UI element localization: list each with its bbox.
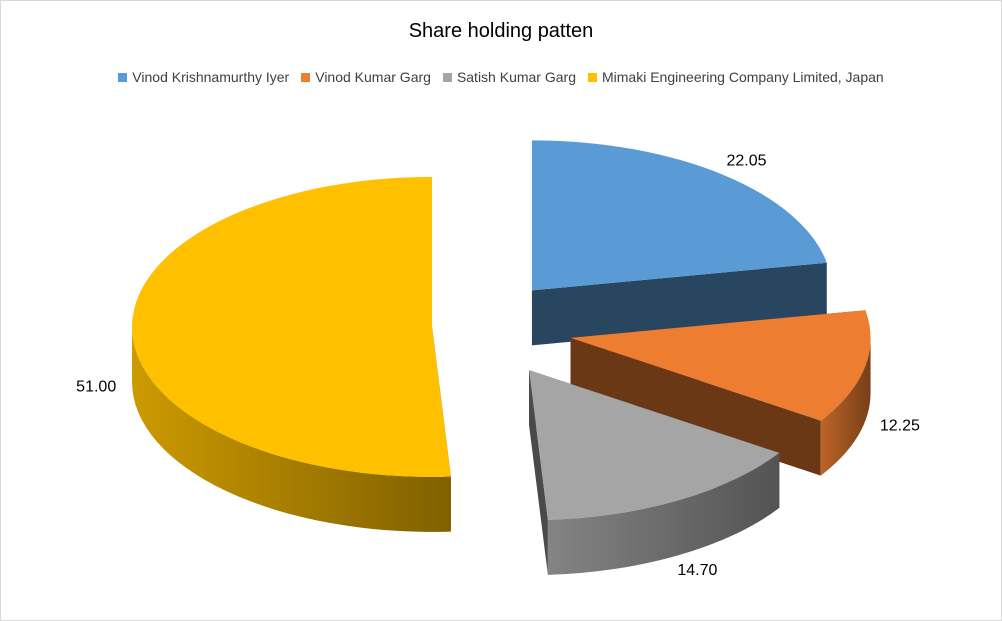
slice-wall [531, 262, 827, 346]
pie-slice [570, 310, 871, 476]
legend: Vinod Krishnamurthy Iyer Vinod Kumar Gar… [1, 69, 1001, 85]
legend-item-vinod-krishnamurthy-iyer: Vinod Krishnamurthy Iyer [118, 69, 289, 85]
pie-slice [529, 370, 780, 575]
legend-swatch [442, 72, 452, 82]
legend-swatch [588, 72, 597, 82]
legend-item-vinod-kumar-garg: Vinod Kumar Garg [301, 69, 431, 85]
data-label: 51.00 [76, 378, 116, 395]
slice-side [820, 337, 871, 476]
slice-wall [570, 337, 821, 476]
slice-top [132, 176, 451, 477]
slice-side [132, 326, 451, 532]
slice-side [547, 452, 780, 575]
legend-label: Satish Kumar Garg [456, 69, 576, 85]
data-label: 22.05 [726, 152, 766, 169]
slice-top [531, 140, 827, 291]
chart-title: Share holding patten [408, 20, 594, 42]
slice-top [529, 370, 780, 520]
slice-top [570, 310, 871, 421]
legend-label: Vinod Krishnamurthy Iyer [132, 69, 290, 85]
legend-label: Mimaki Engineering Company Limited, Japa… [602, 69, 884, 85]
pie-slice [132, 176, 451, 532]
data-label: 12.25 [880, 417, 920, 434]
legend-item-mimaki-engineering: Mimaki Engineering Company Limited, Japa… [588, 69, 884, 85]
pie-slice [531, 140, 827, 346]
legend-item-satish-kumar-garg: Satish Kumar Garg [442, 69, 576, 85]
slice-wall [529, 370, 548, 575]
data-label: 14.70 [677, 562, 717, 579]
legend-label: Vinod Kumar Garg [315, 69, 431, 85]
legend-swatch [301, 72, 311, 82]
legend-swatch [118, 72, 128, 82]
